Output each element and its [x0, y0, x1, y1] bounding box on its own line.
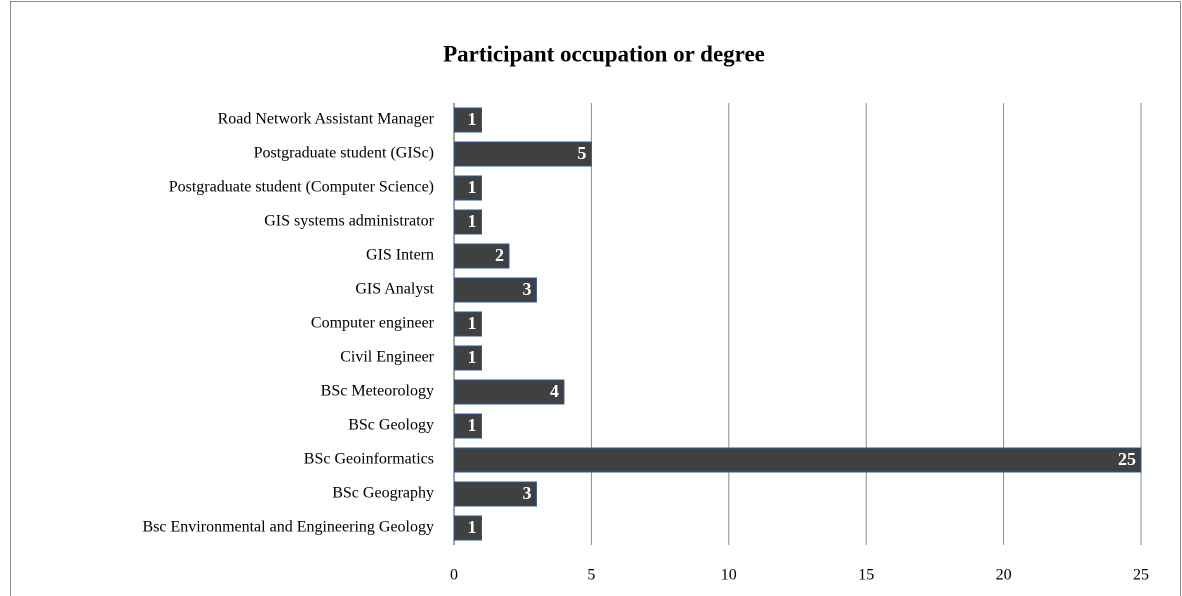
y-tick-label: Postgraduate student (GISc) — [254, 145, 434, 162]
chart-title: Participant occupation or degree — [443, 41, 765, 66]
y-tick-label: BSc Meteorology — [321, 383, 434, 400]
bar — [453, 379, 565, 405]
x-tick-label: 15 — [858, 567, 874, 584]
data-label: 3 — [522, 279, 531, 299]
data-label: 5 — [577, 143, 586, 163]
data-label: 25 — [1118, 449, 1136, 469]
y-tick-label: BSc Geography — [332, 485, 434, 502]
bar — [453, 345, 482, 371]
bar — [453, 481, 537, 507]
chart-frame — [10, 1, 1181, 596]
bar — [453, 209, 482, 235]
x-tick-label: 0 — [450, 567, 458, 584]
data-label: 1 — [467, 347, 476, 367]
data-label: 3 — [522, 483, 531, 503]
y-tick-label: GIS systems administrator — [264, 213, 434, 230]
data-label: 1 — [467, 211, 476, 231]
y-tick-label: GIS Intern — [366, 247, 434, 264]
bar — [453, 175, 482, 201]
data-label: 1 — [467, 109, 476, 129]
data-label: 2 — [495, 245, 504, 265]
x-tick-label: 20 — [996, 567, 1012, 584]
data-label: 1 — [467, 177, 476, 197]
y-tick-label: Civil Engineer — [340, 349, 434, 366]
y-tick-label: Computer engineer — [311, 315, 435, 332]
y-tick-label: BSc Geology — [348, 417, 434, 434]
bar — [453, 447, 1142, 473]
bar — [453, 141, 592, 167]
y-tick-label: Postgraduate student (Computer Science) — [169, 179, 434, 196]
x-tick-label: 5 — [587, 567, 595, 584]
bar — [453, 515, 482, 541]
y-tick-label: Bsc Environmental and Engineering Geolog… — [143, 519, 434, 536]
data-label: 1 — [467, 313, 476, 333]
data-label: 1 — [467, 415, 476, 435]
y-tick-label: BSc Geoinformatics — [304, 451, 434, 468]
x-tick-label: 25 — [1133, 567, 1149, 584]
y-tick-label: GIS Analyst — [355, 281, 434, 298]
bar — [453, 413, 482, 439]
bar — [453, 243, 510, 269]
data-label: 4 — [550, 381, 559, 401]
y-tick-label: Road Network Assistant Manager — [218, 111, 435, 128]
x-tick-label: 10 — [721, 567, 737, 584]
bar — [453, 311, 482, 337]
bar — [453, 277, 537, 303]
data-label: 1 — [467, 517, 476, 537]
bar — [453, 107, 482, 133]
